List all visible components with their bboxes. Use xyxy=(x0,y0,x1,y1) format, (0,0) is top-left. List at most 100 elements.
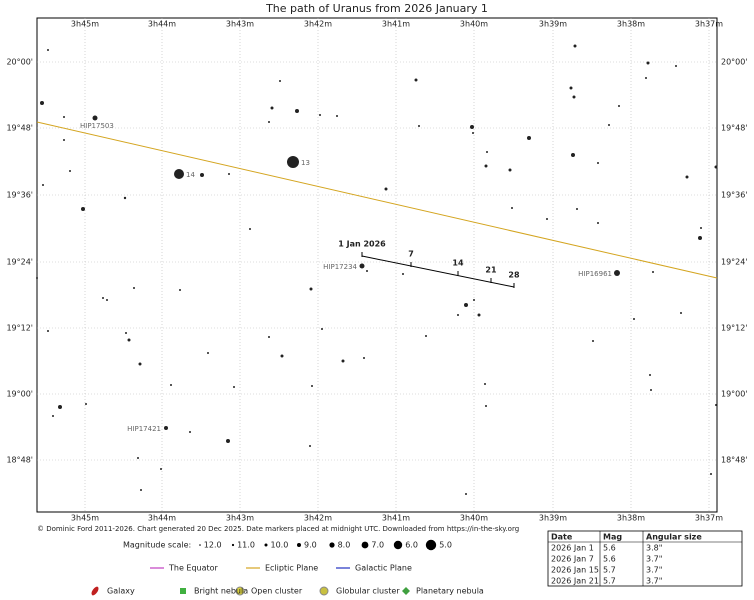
magnitude-title: Magnitude scale: xyxy=(123,541,191,550)
star xyxy=(58,405,62,409)
table-cell: 3.7" xyxy=(646,566,662,575)
star-label: HIP17234 xyxy=(323,263,357,271)
star-label: 14 xyxy=(186,171,195,179)
star xyxy=(81,207,85,211)
star xyxy=(649,374,651,376)
star xyxy=(597,162,599,164)
star xyxy=(52,415,54,417)
ra-label: 3h38m xyxy=(617,20,645,29)
object-label: Open cluster xyxy=(251,587,303,596)
ra-label: 3h44m xyxy=(148,20,176,29)
star xyxy=(675,65,677,67)
object-label: Planetary nebula xyxy=(416,587,484,596)
star xyxy=(698,236,702,240)
star xyxy=(160,468,162,470)
star xyxy=(363,357,365,359)
star xyxy=(592,340,594,342)
galaxy-icon xyxy=(91,586,99,596)
star xyxy=(477,313,481,317)
star xyxy=(465,493,467,495)
dec-label: 20°00' xyxy=(721,58,748,67)
star xyxy=(123,196,127,200)
star xyxy=(714,165,718,169)
ra-label: 3h45m xyxy=(71,20,99,29)
star xyxy=(140,489,142,491)
table-cell: 3.8" xyxy=(646,544,662,553)
line-label: Ecliptic Plane xyxy=(265,564,318,573)
star xyxy=(336,115,338,117)
table-cell: 2026 Jan 15 xyxy=(551,566,599,575)
magnitude-dot xyxy=(297,543,301,547)
uranus-path xyxy=(361,255,515,288)
star xyxy=(40,101,44,105)
star xyxy=(102,297,104,299)
object-label: Globular cluster xyxy=(336,587,400,596)
star xyxy=(138,362,142,366)
star xyxy=(63,139,65,141)
star xyxy=(280,354,284,358)
ra-label: 3h37m xyxy=(695,20,723,29)
planetary-icon xyxy=(402,587,410,595)
dec-label: 19°36' xyxy=(721,191,748,200)
star xyxy=(226,439,230,443)
date-label: 21 xyxy=(485,266,497,275)
dec-label: 18°48' xyxy=(721,456,748,465)
magnitude-label: 6.0 xyxy=(405,541,418,550)
star xyxy=(63,116,65,118)
star xyxy=(47,330,49,332)
star xyxy=(700,227,702,229)
star xyxy=(472,132,474,134)
ra-label: 3h38m xyxy=(617,514,645,523)
star xyxy=(359,263,365,269)
star xyxy=(508,168,512,172)
table-header: Date xyxy=(551,533,573,542)
table-cell: 5.7 xyxy=(603,577,616,586)
star xyxy=(270,106,274,110)
star xyxy=(425,335,427,337)
table-cell: 3.7" xyxy=(646,577,662,586)
table-cell: 5.6 xyxy=(603,544,616,553)
star xyxy=(69,170,71,172)
star xyxy=(164,426,168,430)
dec-label: 19°12' xyxy=(721,324,748,333)
plot-frame xyxy=(36,17,718,513)
magnitude-label: 7.0 xyxy=(371,541,384,550)
ra-label: 3h41m xyxy=(382,20,410,29)
star xyxy=(710,473,712,475)
star xyxy=(633,318,635,320)
star xyxy=(233,386,235,388)
table-cell: 2026 Jan 1 xyxy=(551,544,594,553)
star xyxy=(685,175,689,179)
date-label: 28 xyxy=(508,271,520,280)
star xyxy=(279,80,281,82)
star xyxy=(341,359,345,363)
star xyxy=(573,44,577,48)
star-label: HIP16961 xyxy=(578,270,612,278)
star-label: HIP17503 xyxy=(80,122,114,130)
star xyxy=(484,164,488,168)
star-label: HIP17421 xyxy=(127,425,161,433)
star xyxy=(179,289,181,291)
star xyxy=(321,328,323,330)
table-frame xyxy=(547,530,743,587)
ra-label: 3h43m xyxy=(226,514,254,523)
star xyxy=(47,49,49,51)
star xyxy=(36,277,38,279)
date-label: 7 xyxy=(408,250,414,259)
star xyxy=(106,299,108,301)
dec-label: 19°12' xyxy=(6,324,33,333)
magnitude-dot xyxy=(425,539,437,551)
star xyxy=(511,207,513,209)
dec-label: 19°24' xyxy=(721,258,748,267)
star xyxy=(486,151,488,153)
magnitude-dot xyxy=(329,542,335,548)
star xyxy=(127,338,131,342)
line-label: The Equator xyxy=(168,564,219,573)
star xyxy=(608,124,610,126)
table-cell: 5.7 xyxy=(603,566,616,575)
credit: © Dominic Ford 2011-2026. Chart generate… xyxy=(37,525,519,533)
star xyxy=(174,169,184,179)
star xyxy=(650,389,652,391)
ecliptic xyxy=(36,121,718,279)
ra-label: 3h37m xyxy=(695,514,723,523)
